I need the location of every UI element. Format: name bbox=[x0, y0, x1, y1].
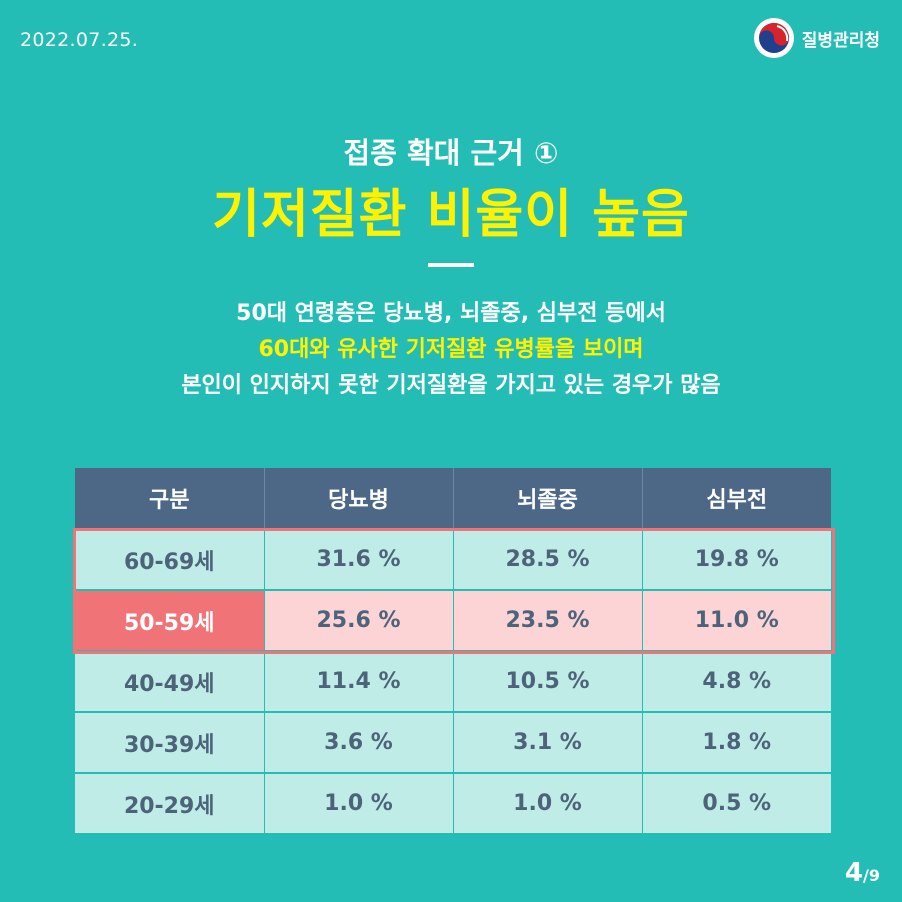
table-row-30s: 30-39세 3.6 % 3.1 % 1.8 % bbox=[75, 711, 831, 773]
page-total: 9 bbox=[868, 866, 880, 885]
cell-stroke: 1.0 % bbox=[452, 772, 642, 833]
kdca-logo: 질병관리청 bbox=[753, 18, 880, 58]
row-label: 60-69세 bbox=[75, 528, 264, 590]
cell-stroke: 3.1 % bbox=[452, 711, 642, 773]
cell-heart-failure: 4.8 % bbox=[641, 650, 831, 712]
cell-diabetes: 11.4 % bbox=[263, 650, 453, 712]
row-label: 50-59세 bbox=[75, 589, 264, 651]
header-diabetes: 당뇨병 bbox=[263, 468, 453, 529]
cell-diabetes: 31.6 % bbox=[263, 528, 453, 590]
title-divider bbox=[428, 263, 474, 267]
row-label: 30-39세 bbox=[75, 711, 264, 773]
table-row-60s: 60-69세 31.6 % 28.5 % 19.8 % bbox=[75, 528, 831, 590]
row-label: 40-49세 bbox=[75, 650, 264, 712]
header-heart-failure: 심부전 bbox=[641, 468, 831, 529]
page-title: 기저질환 비율이 높음 bbox=[212, 185, 690, 245]
header-stroke: 뇌졸중 bbox=[452, 468, 642, 529]
table-row-20s: 20-29세 1.0 % 1.0 % 0.5 % bbox=[75, 772, 831, 833]
description-line-1: 50대 연령층은 당뇨병, 뇌졸중, 심부전 등에서 bbox=[236, 301, 666, 326]
page-current: 4 bbox=[844, 858, 864, 888]
cell-diabetes: 3.6 % bbox=[263, 711, 453, 773]
date-label: 2022.07.25. bbox=[20, 29, 139, 51]
logo-text: 질병관리청 bbox=[801, 30, 880, 51]
cell-diabetes: 25.6 % bbox=[263, 589, 453, 651]
prevalence-table: 구분 당뇨병 뇌졸중 심부전 60-69세 31.6 % 28.5 % 19.8… bbox=[75, 468, 831, 833]
page-separator: / bbox=[863, 866, 869, 885]
cell-stroke: 10.5 % bbox=[452, 650, 642, 712]
description-line-3: 본인이 인지하지 못한 기저질환을 가지고 있는 경우가 많음 bbox=[181, 373, 721, 398]
subtitle: 접종 확대 근거 ① bbox=[343, 136, 559, 170]
cell-heart-failure: 1.8 % bbox=[641, 711, 831, 773]
page-indicator: 4/9 bbox=[845, 858, 880, 888]
header-category: 구분 bbox=[75, 468, 264, 529]
row-label: 20-29세 bbox=[75, 772, 264, 833]
cell-heart-failure: 11.0 % bbox=[641, 589, 831, 651]
description-line-2-highlight: 60대와 유사한 기저질환 유병률을 보이며 bbox=[258, 337, 644, 362]
table-row-50s-highlight: 50-59세 25.6 % 23.5 % 11.0 % bbox=[75, 589, 831, 651]
description: 50대 연령층은 당뇨병, 뇌졸중, 심부전 등에서 60대와 유사한 기저질환… bbox=[0, 296, 902, 404]
table-header-row: 구분 당뇨병 뇌졸중 심부전 bbox=[75, 468, 831, 529]
cell-heart-failure: 19.8 % bbox=[641, 528, 831, 590]
cell-stroke: 23.5 % bbox=[452, 589, 642, 651]
table-row-40s: 40-49세 11.4 % 10.5 % 4.8 % bbox=[75, 650, 831, 712]
taegeuk-emblem-icon bbox=[753, 18, 794, 58]
cell-stroke: 28.5 % bbox=[452, 528, 642, 590]
cell-diabetes: 1.0 % bbox=[263, 772, 453, 833]
cell-heart-failure: 0.5 % bbox=[641, 772, 831, 833]
